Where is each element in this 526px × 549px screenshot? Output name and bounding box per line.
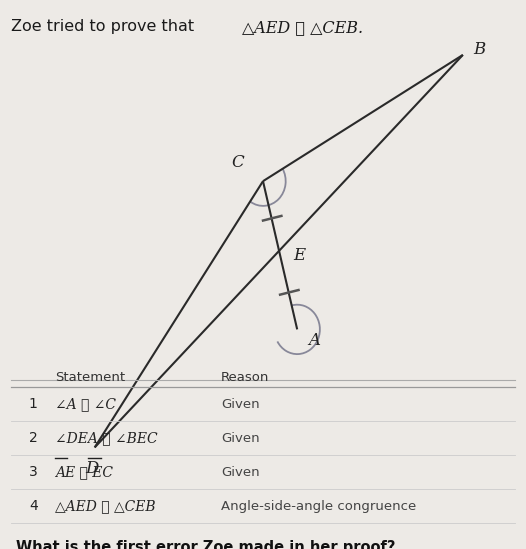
Text: Given: Given xyxy=(221,397,259,411)
Text: Angle-side-angle congruence: Angle-side-angle congruence xyxy=(221,500,416,513)
Text: E: E xyxy=(293,247,305,264)
Text: 3: 3 xyxy=(29,465,38,479)
Text: 2: 2 xyxy=(29,431,38,445)
Text: Given: Given xyxy=(221,432,259,445)
Text: △AED ≅ △CEB: △AED ≅ △CEB xyxy=(55,499,156,513)
Text: Given: Given xyxy=(221,466,259,479)
Text: A: A xyxy=(309,332,321,349)
Text: AE ≅ EC: AE ≅ EC xyxy=(55,465,113,479)
Text: ∠DEA ≅ ∠BEC: ∠DEA ≅ ∠BEC xyxy=(55,431,158,445)
Text: 4: 4 xyxy=(29,499,38,513)
Text: D: D xyxy=(85,460,99,477)
Text: Reason: Reason xyxy=(221,371,269,384)
Text: Statement: Statement xyxy=(55,371,125,384)
Text: △AED ≅ △CEB.: △AED ≅ △CEB. xyxy=(242,19,363,36)
Text: Zoe tried to prove that: Zoe tried to prove that xyxy=(11,19,199,34)
Text: C: C xyxy=(232,154,245,171)
Text: 1: 1 xyxy=(29,397,38,411)
Text: ∠A ≅ ∠C: ∠A ≅ ∠C xyxy=(55,397,116,411)
Text: What is the first error Zoe made in her proof?: What is the first error Zoe made in her … xyxy=(16,540,395,549)
Text: B: B xyxy=(473,41,485,58)
